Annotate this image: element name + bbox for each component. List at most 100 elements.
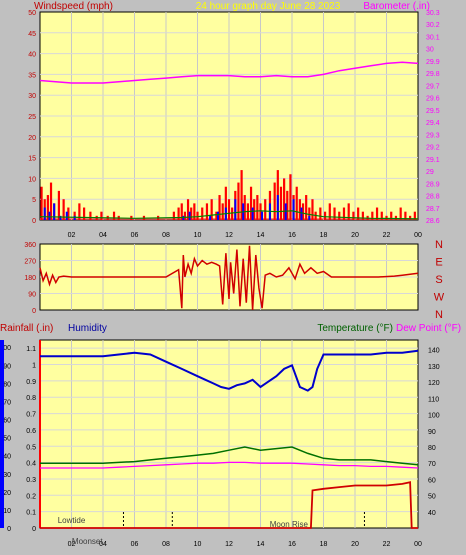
baro-y-tick: 29.1 bbox=[426, 157, 440, 164]
rain-y-tick: 0.8 bbox=[26, 395, 36, 402]
temp-y-tick: 40 bbox=[428, 510, 436, 517]
x-tick-top: 04 bbox=[99, 232, 107, 239]
baro-y-tick: 29.3 bbox=[426, 132, 440, 139]
x-tick-top: 10 bbox=[194, 232, 202, 239]
wind-y-tick: 40 bbox=[28, 52, 36, 59]
temp-y-tick: 50 bbox=[428, 494, 436, 501]
humidity-y-tick: 0 bbox=[7, 526, 11, 533]
x-tick-bottom: 16 bbox=[288, 541, 296, 548]
baro-y-tick: 29.8 bbox=[426, 71, 440, 78]
x-tick-bottom: 20 bbox=[351, 541, 359, 548]
rain-y-tick: 0 bbox=[32, 526, 36, 533]
rainfall-line bbox=[40, 481, 418, 529]
baro-y-tick: 29 bbox=[426, 169, 434, 176]
humidity-y-tick: 30 bbox=[3, 472, 11, 479]
x-tick-bottom: 02 bbox=[68, 541, 76, 548]
compass-label: W bbox=[434, 292, 445, 304]
wind-y-tick: 10 bbox=[28, 176, 36, 183]
baro-y-tick: 29.7 bbox=[426, 83, 440, 90]
dir-y-tick: 270 bbox=[24, 259, 36, 266]
baro-y-tick: 28.7 bbox=[426, 206, 440, 213]
rain-y-tick: 1 bbox=[32, 363, 36, 370]
x-tick-bottom: 22 bbox=[383, 541, 391, 548]
x-tick-top: 12 bbox=[225, 232, 233, 239]
x-tick-bottom: 10 bbox=[194, 541, 202, 548]
baro-y-tick: 28.9 bbox=[426, 181, 440, 188]
x-tick-bottom: 04 bbox=[99, 541, 107, 548]
humidity-y-tick: 40 bbox=[3, 454, 11, 461]
baro-y-tick: 28.8 bbox=[426, 194, 440, 201]
wind-average-line bbox=[39, 210, 419, 220]
dir-y-tick: 180 bbox=[24, 275, 36, 282]
humidity-y-tick: 50 bbox=[3, 436, 11, 443]
temperature-line bbox=[40, 446, 419, 466]
temperature-axis-title: Temperature (°F) bbox=[317, 323, 393, 334]
rain-y-tick: 0.7 bbox=[26, 412, 36, 419]
baro-y-tick: 30.1 bbox=[426, 34, 440, 41]
humidity-y-tick: 20 bbox=[3, 490, 11, 497]
temp-y-tick: 100 bbox=[428, 413, 440, 420]
compass-label: E bbox=[435, 257, 442, 269]
temp-y-tick: 130 bbox=[428, 364, 440, 371]
baro-y-tick: 29.2 bbox=[426, 145, 440, 152]
x-tick-top: 20 bbox=[351, 232, 359, 239]
temp-y-tick: 120 bbox=[428, 380, 440, 387]
dir-y-tick: 360 bbox=[24, 242, 36, 249]
baro-y-tick: 28.6 bbox=[426, 218, 440, 225]
lowtide-label: Lowtide bbox=[58, 516, 86, 525]
wind-y-tick: 45 bbox=[28, 31, 36, 38]
baro-y-tick: 29.9 bbox=[426, 59, 440, 66]
wind-y-tick: 15 bbox=[28, 156, 36, 163]
x-tick-bottom: 14 bbox=[257, 541, 265, 548]
rain-y-tick: 0.2 bbox=[26, 493, 36, 500]
rain-y-tick: 1.1 bbox=[26, 346, 36, 353]
baro-y-tick: 30.3 bbox=[426, 10, 440, 17]
rain-y-tick: 0.9 bbox=[26, 379, 36, 386]
humidity-y-tick: 90 bbox=[3, 363, 11, 370]
x-tick-bottom: 18 bbox=[320, 541, 328, 548]
x-tick-top: 14 bbox=[257, 232, 265, 239]
x-tick-top: 18 bbox=[320, 232, 328, 239]
humidity-line bbox=[40, 349, 419, 392]
wind-y-tick: 25 bbox=[28, 114, 36, 121]
x-tick-top: 00 bbox=[414, 232, 422, 239]
rain-y-tick: 0.5 bbox=[26, 444, 36, 451]
x-tick-bottom: 12 bbox=[225, 541, 233, 548]
x-tick-top: 08 bbox=[162, 232, 170, 239]
x-tick-top: 22 bbox=[383, 232, 391, 239]
humidity-y-tick: 70 bbox=[3, 399, 11, 406]
humidity-y-tick: 60 bbox=[3, 418, 11, 425]
temp-y-tick: 140 bbox=[428, 348, 440, 355]
x-tick-bottom: 00 bbox=[414, 541, 422, 548]
wind-y-tick: 20 bbox=[28, 135, 36, 142]
wind-y-tick: 50 bbox=[28, 10, 36, 17]
graph-title: 24 hour graph day June 28 2023 bbox=[196, 1, 341, 12]
baro-y-tick: 30.2 bbox=[426, 22, 440, 29]
compass-label: N bbox=[435, 309, 443, 321]
humidity-y-tick: 80 bbox=[3, 381, 11, 388]
wind-direction-line bbox=[39, 245, 419, 311]
humidity-y-tick: 10 bbox=[3, 508, 11, 515]
baro-y-tick: 29.4 bbox=[426, 120, 440, 127]
baro-y-tick: 29.5 bbox=[426, 108, 440, 115]
x-tick-bottom: 06 bbox=[131, 541, 139, 548]
compass-label: S bbox=[435, 274, 442, 286]
rain-y-tick: 0.6 bbox=[26, 428, 36, 435]
barometer-axis-title: Barometer (.in) bbox=[363, 1, 430, 12]
rain-y-tick: 0.4 bbox=[26, 461, 36, 468]
moonrise-label: Moon Rise bbox=[270, 520, 309, 529]
temp-y-tick: 110 bbox=[428, 396, 439, 403]
humidity-y-tick: 100 bbox=[0, 345, 11, 352]
wind-y-tick: 35 bbox=[28, 72, 36, 79]
x-tick-top: 02 bbox=[68, 232, 76, 239]
dew-point-axis-title: Dew Point (°F) bbox=[396, 323, 461, 334]
temp-y-tick: 60 bbox=[428, 477, 436, 484]
rain-y-tick: 0.3 bbox=[26, 477, 36, 484]
temp-y-tick: 70 bbox=[428, 461, 436, 468]
wind-y-tick: 30 bbox=[28, 93, 36, 100]
x-tick-bottom: 08 bbox=[162, 541, 170, 548]
baro-y-tick: 29.6 bbox=[426, 96, 440, 103]
rainfall-axis-title: Rainfall (.in) bbox=[0, 323, 53, 334]
